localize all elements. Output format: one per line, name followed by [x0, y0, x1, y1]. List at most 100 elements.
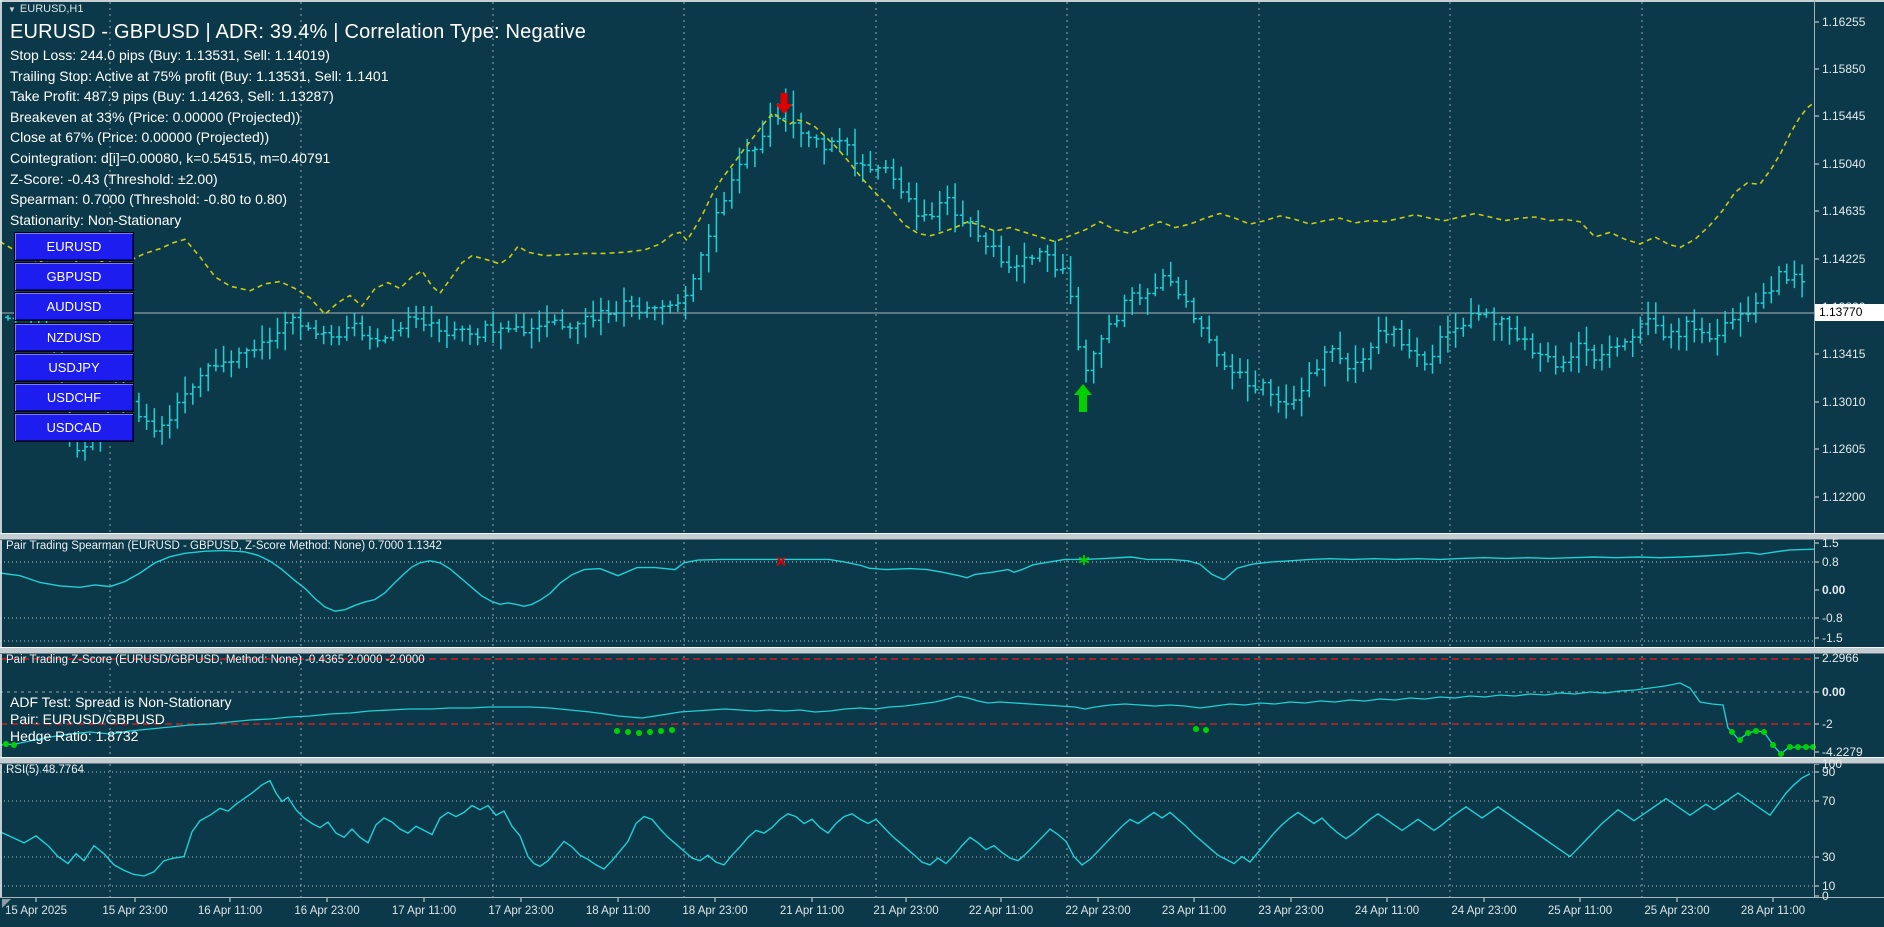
- z-signal-dot: [614, 728, 620, 734]
- symbol-button-eurusd[interactable]: EURUSD: [14, 232, 134, 261]
- time-tick-label: 16 Apr 11:00: [197, 905, 263, 917]
- time-tick-label: 24 Apr 11:00: [1354, 905, 1420, 917]
- time-tick-label: 24 Apr 23:00: [1451, 905, 1517, 917]
- price-tick: 1.15040: [1822, 157, 1866, 171]
- z-signal-dot: [625, 729, 631, 735]
- pane-tick: 1.5: [1822, 536, 1839, 550]
- z-signal-dot: [1753, 728, 1759, 734]
- time-tick-label: 28 Apr 11:00: [1740, 905, 1806, 917]
- z-signal-dot: [1787, 744, 1793, 750]
- time-tick-label: 16 Apr 23:00: [294, 905, 360, 917]
- symbol-button-audusd[interactable]: AUDUSD: [14, 292, 134, 322]
- pane-separator[interactable]: [0, 647, 1884, 654]
- pane-tick: 2.2966: [1822, 651, 1859, 665]
- z-signal-dot: [11, 742, 17, 748]
- time-tick-label: 21 Apr 11:00: [779, 905, 845, 917]
- price-tick: 1.12605: [1822, 442, 1866, 456]
- axis-corner-marker: [2, 899, 11, 908]
- z-signal-dot: [647, 729, 653, 735]
- pane-tick: -4.2279: [1822, 745, 1863, 759]
- info-line: Stop Loss: 244.0 pips (Buy: 1.13531, Sel…: [10, 47, 330, 63]
- symbol-button-usdchf[interactable]: USDCHF: [14, 383, 134, 412]
- spearman-pane-title: Pair Trading Spearman (EURUSD - GBPUSD, …: [6, 540, 442, 552]
- z-signal-dot: [1810, 744, 1816, 750]
- time-tick-label: 18 Apr 23:00: [682, 905, 748, 917]
- z-signal-dot: [1778, 751, 1784, 757]
- zscore-pane-title: Pair Trading Z-Score (EURUSD/GBPUSD, Met…: [6, 654, 425, 666]
- time-tick-label: 21 Apr 23:00: [873, 905, 939, 917]
- z-signal-dot: [1193, 726, 1199, 732]
- pane-separator[interactable]: [0, 757, 1884, 764]
- window-top-border: [0, 0, 1884, 2]
- info-line: Stationarity: Non-Stationary: [10, 211, 182, 228]
- z-signal-dot: [1761, 729, 1767, 735]
- info-line: Trailing Stop: Active at 75% profit (Buy…: [10, 67, 389, 84]
- z-signal-dot: [1770, 742, 1776, 748]
- z-signal-dot: [1803, 744, 1809, 750]
- price-tick: 1.14225: [1822, 252, 1866, 266]
- price-tick: 1.12200: [1822, 490, 1866, 504]
- price-tick: 1.16255: [1822, 15, 1866, 29]
- pane-tick: -0.8: [1822, 611, 1843, 625]
- pane-tick: 0.8: [1822, 555, 1839, 569]
- price-tick: 1.13415: [1822, 347, 1866, 361]
- z-signal-dot: [1795, 744, 1801, 750]
- z-signal-dot: [3, 741, 9, 747]
- symbol-period-label[interactable]: ▼ EURUSD,H1: [8, 3, 84, 15]
- buy-arrow-icon: [1074, 384, 1092, 412]
- chevron-down-icon: ▼: [8, 5, 16, 14]
- symbol-button-usdjpy[interactable]: USDJPY: [14, 352, 134, 382]
- price-tick: 1.15445: [1822, 109, 1866, 123]
- pair-text: Pair: EURUSD/GBPUSD: [10, 711, 165, 727]
- adf-test-text: ADF Test: Spread is Non-Stationary: [10, 694, 232, 710]
- info-line: Cointegration: d[i]=0.00080, k=0.54515, …: [10, 150, 331, 166]
- price-tick: 1.15850: [1822, 62, 1866, 76]
- time-tick-label: 23 Apr 11:00: [1161, 905, 1227, 917]
- price-tick: 1.13010: [1822, 395, 1866, 409]
- z-signal-dot: [669, 727, 675, 733]
- pane-tick: 0: [1822, 889, 1829, 903]
- symbol-button-nzdusd[interactable]: NZDUSD: [14, 322, 134, 352]
- pane-tick: -1.5: [1822, 631, 1843, 645]
- time-tick-label: 25 Apr 23:00: [1644, 905, 1710, 917]
- info-line: Z-Score: -0.43 (Threshold: ±2.00): [10, 170, 218, 187]
- pane-tick: 30: [1822, 850, 1836, 864]
- pane-tick: 0.00: [1822, 685, 1846, 699]
- info-line: Take Profit: 487.9 pips (Buy: 1.14263, S…: [10, 88, 334, 105]
- window-left-border: [0, 0, 2, 897]
- pane-tick: 0.00: [1822, 583, 1846, 597]
- pane-tick: 10: [1822, 879, 1836, 893]
- hedge-ratio-text: Hedge Ratio: 1.8732: [10, 728, 139, 744]
- z-signal-dot: [1737, 737, 1743, 743]
- z-signal-dot: [1203, 727, 1209, 733]
- time-tick-label: 25 Apr 11:00: [1547, 905, 1613, 917]
- pane-tick: 90: [1822, 765, 1836, 779]
- time-tick-label: 17 Apr 23:00: [488, 905, 554, 917]
- rsi-pane-title: RSI(5) 48.7764: [6, 764, 84, 776]
- pane-tick: -2: [1822, 717, 1833, 731]
- pane-separator[interactable]: [0, 533, 1884, 540]
- time-tick-label: 15 Apr 23:00: [102, 905, 168, 917]
- time-tick-label: 18 Apr 11:00: [585, 905, 651, 917]
- time-tick-label: 22 Apr 23:00: [1065, 905, 1131, 917]
- info-line: Breakeven at 33% (Price: 0.00000 (Projec…: [10, 108, 301, 125]
- time-tick-label: 22 Apr 11:00: [968, 905, 1034, 917]
- z-signal-dot: [636, 730, 642, 736]
- z-signal-dot: [658, 728, 664, 734]
- info-line: Close at 67% (Price: 0.00000 (Projected)…: [10, 129, 270, 146]
- symbol-button-gbpusd[interactable]: GBPUSD: [14, 262, 134, 292]
- pair-trading-title: EURUSD - GBPUSD | ADR: 39.4% | Correlati…: [10, 21, 587, 43]
- info-line: Spearman: 0.7000 (Threshold: -0.80 to 0.…: [10, 191, 288, 208]
- symbol-button-usdcad[interactable]: USDCAD: [14, 413, 134, 443]
- sell-arrow-icon: [775, 93, 793, 114]
- time-axis-line: [0, 897, 1884, 898]
- time-tick-label: 23 Apr 23:00: [1258, 905, 1324, 917]
- z-signal-dot: [1745, 730, 1751, 736]
- symbol-period-text: EURUSD,H1: [19, 3, 84, 15]
- price-tick: 1.14635: [1822, 204, 1866, 218]
- current-price-box: 1.13770: [1815, 304, 1884, 321]
- time-tick-label: 15 Apr 2025: [4, 905, 68, 917]
- time-tick-label: 17 Apr 11:00: [391, 905, 457, 917]
